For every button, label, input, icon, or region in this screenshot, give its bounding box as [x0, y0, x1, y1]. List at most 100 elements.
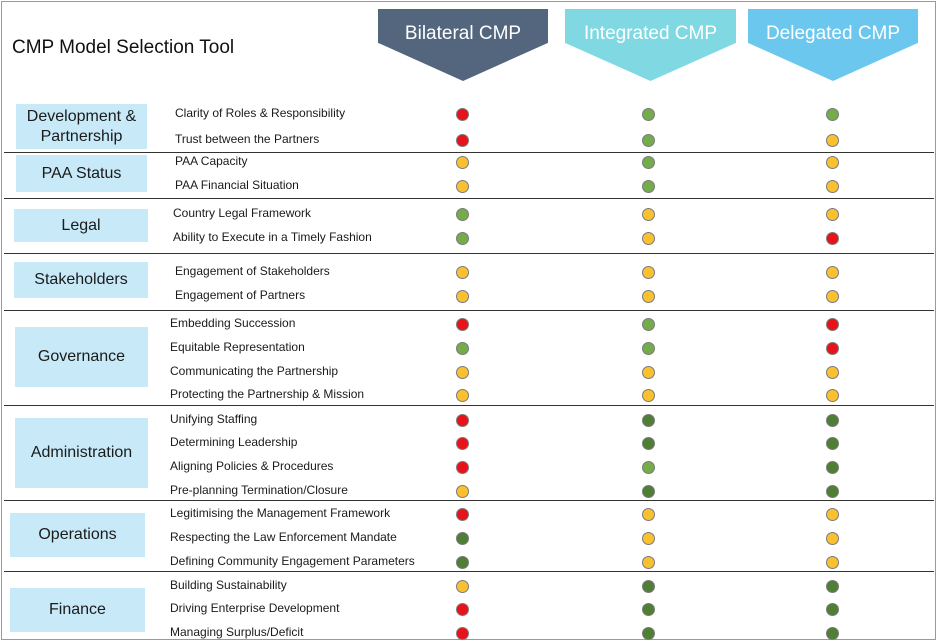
category-label: Governance — [15, 327, 148, 387]
criterion-label: Pre-planning Termination/Closure — [170, 483, 348, 497]
criterion-label: Trust between the Partners — [175, 132, 320, 146]
rating-dot-red — [826, 232, 839, 245]
category-divider — [4, 405, 934, 406]
category-label: Operations — [10, 513, 145, 557]
model-header-label: Delegated CMP — [765, 23, 901, 44]
rating-dot-amber — [456, 290, 469, 303]
criterion-label: Equitable Representation — [170, 340, 305, 354]
rating-dot-amber — [642, 266, 655, 279]
rating-dot-green — [642, 342, 655, 355]
rating-dot-green — [642, 134, 655, 147]
rating-dot-amber — [826, 389, 839, 402]
category-name: PAA Status — [41, 164, 122, 182]
rating-dot-amber — [456, 389, 469, 402]
rating-dot-dark-green — [642, 627, 655, 640]
rating-dot-amber — [642, 290, 655, 303]
criterion-label: Communicating the Partnership — [170, 364, 339, 378]
criterion-label: Clarity of Roles & Responsibility — [175, 106, 346, 120]
rating-dot-green — [642, 108, 655, 121]
rating-dot-red — [456, 437, 469, 450]
rating-dot-green — [456, 208, 469, 221]
rating-dot-dark-green — [642, 580, 655, 593]
rating-dot-green — [826, 108, 839, 121]
rating-dot-dark-green — [642, 603, 655, 616]
criterion-label: Driving Enterprise Development — [170, 601, 340, 615]
rating-dot-amber — [456, 485, 469, 498]
rating-dot-red — [456, 318, 469, 331]
rating-dot-amber — [826, 134, 839, 147]
rating-dot-amber — [826, 208, 839, 221]
criterion-label: Engagement of Stakeholders — [175, 264, 330, 278]
rating-dot-amber — [456, 266, 469, 279]
category-divider — [4, 310, 934, 311]
rating-dot-amber — [826, 266, 839, 279]
rating-dot-amber — [642, 389, 655, 402]
rating-dot-green — [642, 180, 655, 193]
rating-dot-red — [456, 461, 469, 474]
criterion-label: Building Sustainability — [170, 578, 287, 592]
model-header-arrow — [565, 9, 736, 81]
rating-dot-green — [456, 342, 469, 355]
rating-dot-dark-green — [826, 603, 839, 616]
criterion-label: Protecting the Partnership & Mission — [170, 387, 365, 401]
rating-dot-amber — [642, 366, 655, 379]
rating-dot-dark-green — [642, 414, 655, 427]
rating-dot-dark-green — [456, 556, 469, 569]
criterion-label: Legitimising the Management Framework — [170, 506, 391, 520]
rating-dot-red — [456, 414, 469, 427]
rating-dot-dark-green — [826, 437, 839, 450]
rating-dot-amber — [456, 180, 469, 193]
rating-dot-amber — [826, 180, 839, 193]
rating-dot-amber — [456, 580, 469, 593]
criterion-label: Defining Community Engagement Parameters — [170, 554, 415, 568]
rating-dot-red — [456, 627, 469, 640]
rating-dot-dark-green — [456, 532, 469, 545]
rating-dot-dark-green — [642, 437, 655, 450]
rating-dot-red — [826, 318, 839, 331]
rating-dot-amber — [642, 208, 655, 221]
criterion-label: Country Legal Framework — [173, 206, 312, 220]
rating-dot-green — [456, 232, 469, 245]
category-name: Finance — [49, 601, 106, 618]
category-name: Legal — [61, 216, 101, 234]
model-header-arrow — [748, 9, 918, 81]
rating-dot-amber — [826, 532, 839, 545]
category-name: Stakeholders — [34, 271, 128, 288]
rating-dot-amber — [826, 508, 839, 521]
rating-dot-dark-green — [642, 485, 655, 498]
model-header-label: Bilateral CMP — [404, 23, 522, 44]
rating-dot-green — [642, 156, 655, 169]
model-header-label: Integrated CMP — [583, 23, 718, 44]
criterion-label: PAA Capacity — [175, 154, 248, 168]
model-header-arrow — [378, 9, 548, 81]
rating-dot-red — [456, 508, 469, 521]
rating-dot-green — [642, 318, 655, 331]
rating-dot-amber — [456, 156, 469, 169]
criterion-label: Determining Leadership — [170, 435, 298, 449]
model-header-3: Delegated CMP — [748, 9, 918, 81]
category-divider — [4, 198, 934, 199]
page-title: CMP Model Selection Tool — [12, 37, 235, 58]
rating-dot-dark-green — [826, 461, 839, 474]
rating-dot-red — [456, 603, 469, 616]
category-label: Stakeholders — [14, 262, 148, 298]
criterion-label: Engagement of Partners — [175, 288, 306, 302]
rating-dot-amber — [642, 532, 655, 545]
rating-dot-dark-green — [826, 580, 839, 593]
category-divider — [4, 253, 934, 254]
rating-dot-dark-green — [826, 414, 839, 427]
criterion-label: PAA Financial Situation — [175, 178, 299, 192]
rating-dot-amber — [826, 556, 839, 569]
rating-dot-amber — [826, 156, 839, 169]
rating-dot-green — [642, 461, 655, 474]
rating-dot-amber — [642, 508, 655, 521]
criterion-label: Aligning Policies & Procedures — [170, 459, 334, 473]
criterion-label: Embedding Succession — [170, 316, 296, 330]
model-header-1: Bilateral CMP — [378, 9, 548, 81]
rating-dot-amber — [642, 232, 655, 245]
category-label: Finance — [10, 588, 145, 632]
criterion-label: Managing Surplus/Deficit — [170, 625, 304, 639]
category-label: PAA Status — [16, 155, 147, 192]
model-header-2: Integrated CMP — [565, 9, 736, 81]
